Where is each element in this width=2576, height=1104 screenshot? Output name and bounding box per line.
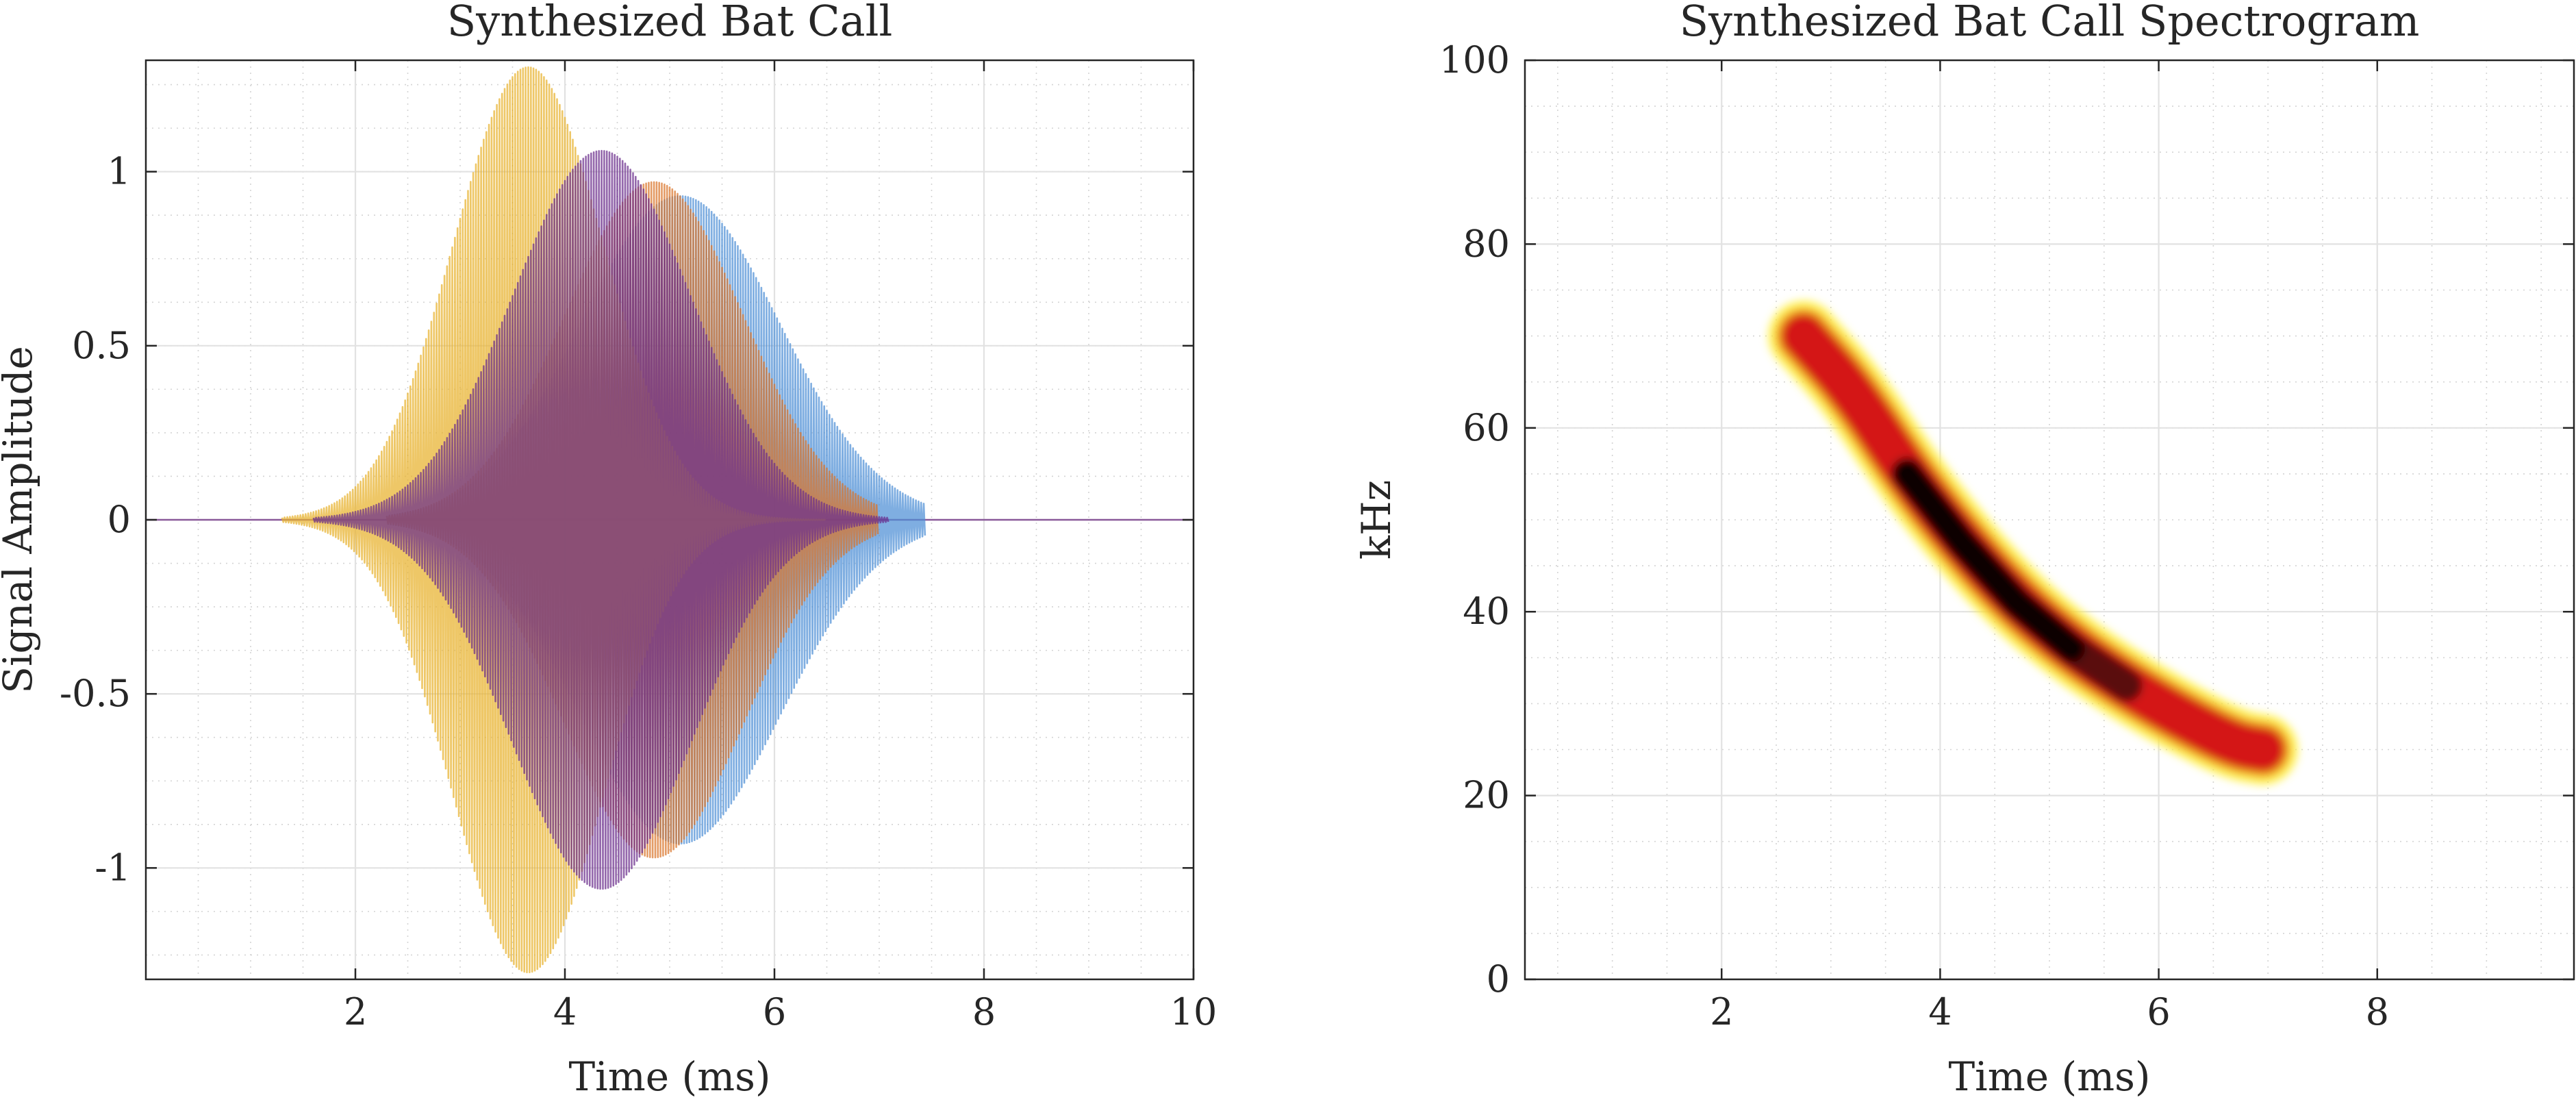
waveform-ytick-label: -1	[94, 846, 131, 889]
waveform-xtick-label: 6	[763, 990, 786, 1033]
waveform-xlabel: Time (ms)	[568, 1053, 770, 1100]
spectrogram-xtick-label: 8	[2366, 990, 2389, 1033]
waveform-series-4	[312, 149, 889, 890]
waveform-xtick-label: 10	[1170, 990, 1217, 1033]
waveform-chart: 2 4 6 8 10 1 0.5 0 -0.5 -1 Synthesized Bat Call T…	[0, 0, 1217, 1100]
spectrogram-axes-box	[1524, 59, 2575, 981]
spectrogram-xtick-label: 6	[2147, 990, 2170, 1033]
waveform-ticks: 2 4 6 8 10 1 0.5 0 -0.5 -1	[60, 60, 1217, 1033]
waveform-ytick-label: 0.5	[72, 324, 131, 367]
waveform-ylabel: Signal Amplitude	[0, 346, 41, 694]
spectrogram-xlabel: Time (ms)	[1948, 1053, 2150, 1100]
spectrogram-ytick-label: 40	[1463, 590, 1510, 633]
spectrogram-band-core	[1893, 460, 2085, 662]
waveform-title: Synthesized Bat Call	[447, 0, 893, 46]
waveform-xtick-label: 2	[344, 990, 367, 1033]
spectrogram-ytick-label: 20	[1463, 774, 1510, 817]
waveform-series	[146, 66, 1194, 973]
spectrogram-xtick-label: 4	[1928, 990, 1952, 1033]
spectrogram-grid	[1525, 59, 2574, 981]
spectrogram-heat	[1767, 300, 2299, 786]
spectrogram-title: Synthesized Bat Call Spectrogram	[1680, 0, 2420, 46]
spectrogram-ytick-label: 80	[1463, 222, 1510, 265]
spectrogram-heat-layers	[1767, 300, 2299, 786]
spectrogram-ytick-label: 0	[1487, 957, 1510, 1001]
waveform-ytick-label: 0	[108, 498, 131, 541]
waveform-ytick-label: 1	[108, 150, 131, 193]
spectrogram-ylabel: kHz	[1353, 480, 1400, 560]
waveform-ytick-label: -0.5	[60, 672, 131, 715]
spectrogram-ytick-label: 60	[1463, 406, 1510, 449]
waveform-xtick-label: 8	[972, 990, 996, 1033]
spectrogram-ytick-label: 100	[1439, 38, 1510, 81]
spectrogram-xtick-label: 2	[1710, 990, 1733, 1033]
waveform-xtick-label: 4	[553, 990, 577, 1033]
